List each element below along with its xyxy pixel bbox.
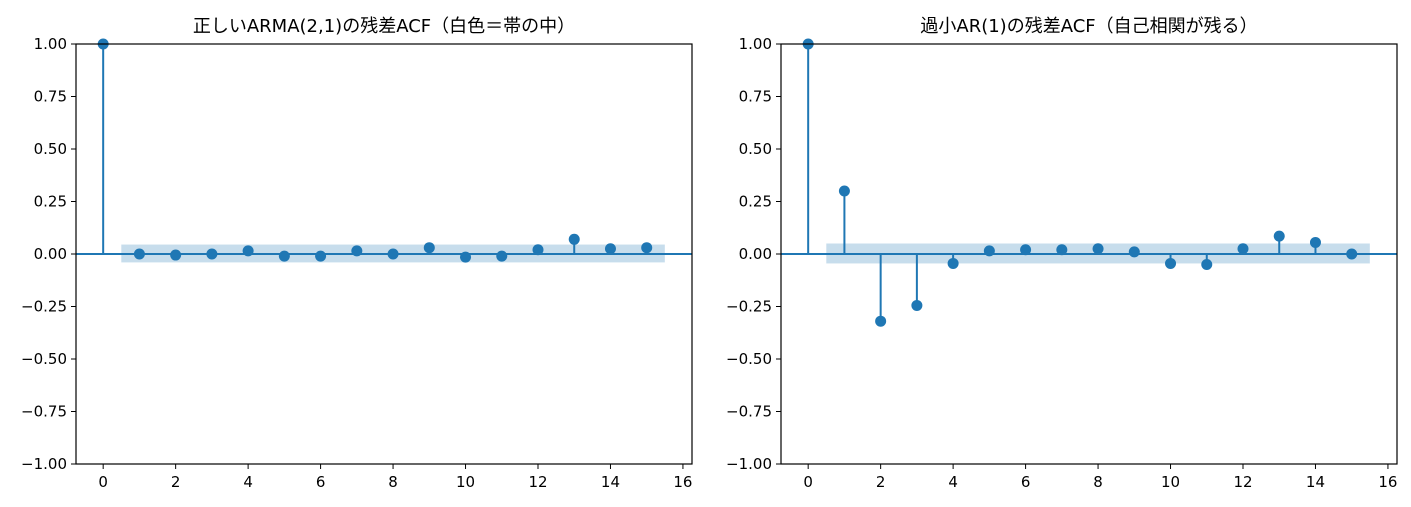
acf-marker-lag-5: [278, 250, 290, 262]
acf-marker-lag-1: [133, 248, 145, 260]
x-tick-label: 14: [601, 473, 620, 491]
acf-marker-lag-9: [1128, 246, 1140, 258]
y-tick-label: −0.75: [21, 403, 67, 421]
acf-marker-lag-15: [641, 242, 653, 254]
acf-marker-lag-1: [838, 185, 850, 197]
acf-marker-lag-6: [315, 250, 327, 262]
y-tick-label: 0.75: [739, 88, 772, 106]
acf-panel-2: 1.00 0.75 0.50 0.25 0.00 −0.25 −0.50 −0.75 −1.00…: [726, 16, 1398, 491]
x-tick-label: 16: [673, 473, 692, 491]
x-tick-label: 10: [1161, 473, 1180, 491]
acf-marker-lag-12: [1237, 243, 1249, 255]
x-tick-label: 8: [388, 473, 398, 491]
acf-marker-lag-10: [1165, 257, 1177, 269]
acf-marker-lag-6: [1020, 244, 1032, 256]
y-tick-label: −0.25: [21, 298, 67, 316]
acf-marker-lag-4: [242, 245, 254, 257]
acf-marker-lag-14: [1309, 236, 1321, 248]
acf-marker-lag-13: [1273, 230, 1285, 242]
y-tick-label: −0.75: [726, 403, 772, 421]
y-tick-label: 0.50: [34, 140, 67, 158]
chart-title: 過小AR(1)の残差ACF（自己相関が残る）: [920, 16, 1257, 37]
y-tick-label: 0.50: [739, 140, 772, 158]
acf-marker-lag-9: [423, 242, 435, 254]
x-tick-label: 4: [243, 473, 253, 491]
x-tick-label: 4: [948, 473, 958, 491]
acf-marker-lag-3: [206, 248, 218, 260]
y-tick-label: 1.00: [739, 35, 772, 53]
acf-marker-lag-7: [1056, 244, 1068, 256]
acf-marker-lag-13: [568, 233, 580, 245]
x-tick-label: 16: [1378, 473, 1397, 491]
y-tick-label: 0.25: [34, 193, 67, 211]
chart-title: 正しいARMA(2,1)の残差ACF（白色＝帯の中）: [193, 16, 575, 37]
acf-marker-lag-8: [1092, 243, 1104, 255]
x-tick-label: 12: [1233, 473, 1252, 491]
y-tick-label: 1.00: [34, 35, 67, 53]
acf-marker-lag-11: [1201, 259, 1213, 270]
acf-marker-lag-14: [604, 243, 616, 255]
x-tick-label: 2: [171, 473, 181, 491]
y-tick-label: −1.00: [726, 455, 772, 473]
x-tick-label: 14: [1306, 473, 1325, 491]
acf-marker-lag-4: [947, 257, 959, 269]
acf-marker-lag-10: [460, 251, 472, 263]
acf-marker-lag-8: [387, 248, 399, 260]
acf-marker-lag-7: [351, 245, 363, 257]
x-tick-label: 12: [528, 473, 547, 491]
acf-panel-1: 1.00 0.75 0.50 0.25 0.00 −0.25 −0.50 −0.75 −1.00…: [21, 16, 693, 491]
acf-marker-lag-2: [875, 315, 887, 327]
y-tick-label: −0.25: [726, 298, 772, 316]
x-tick-label: 8: [1093, 473, 1103, 491]
acf-marker-lag-11: [496, 250, 508, 262]
acf-marker-lag-2: [170, 249, 182, 261]
acf-marker-lag-12: [532, 244, 544, 256]
x-tick-label: 6: [1021, 473, 1031, 491]
y-tick-label: −1.00: [21, 455, 67, 473]
x-tick-label: 10: [456, 473, 475, 491]
y-tick-label: 0.75: [34, 88, 67, 106]
y-tick-label: −0.50: [726, 350, 772, 368]
x-tick-label: 0: [803, 473, 813, 491]
y-tick-label: 0.00: [34, 245, 67, 263]
acf-marker-lag-5: [983, 245, 995, 257]
x-tick-label: 6: [316, 473, 326, 491]
acf-marker-lag-3: [911, 299, 923, 311]
x-tick-label: 2: [876, 473, 886, 491]
x-tick-label: 0: [98, 473, 108, 491]
y-tick-label: −0.50: [21, 350, 67, 368]
y-tick-label: 0.25: [739, 193, 772, 211]
acf-marker-lag-15: [1346, 248, 1358, 260]
y-tick-label: 0.00: [739, 245, 772, 263]
